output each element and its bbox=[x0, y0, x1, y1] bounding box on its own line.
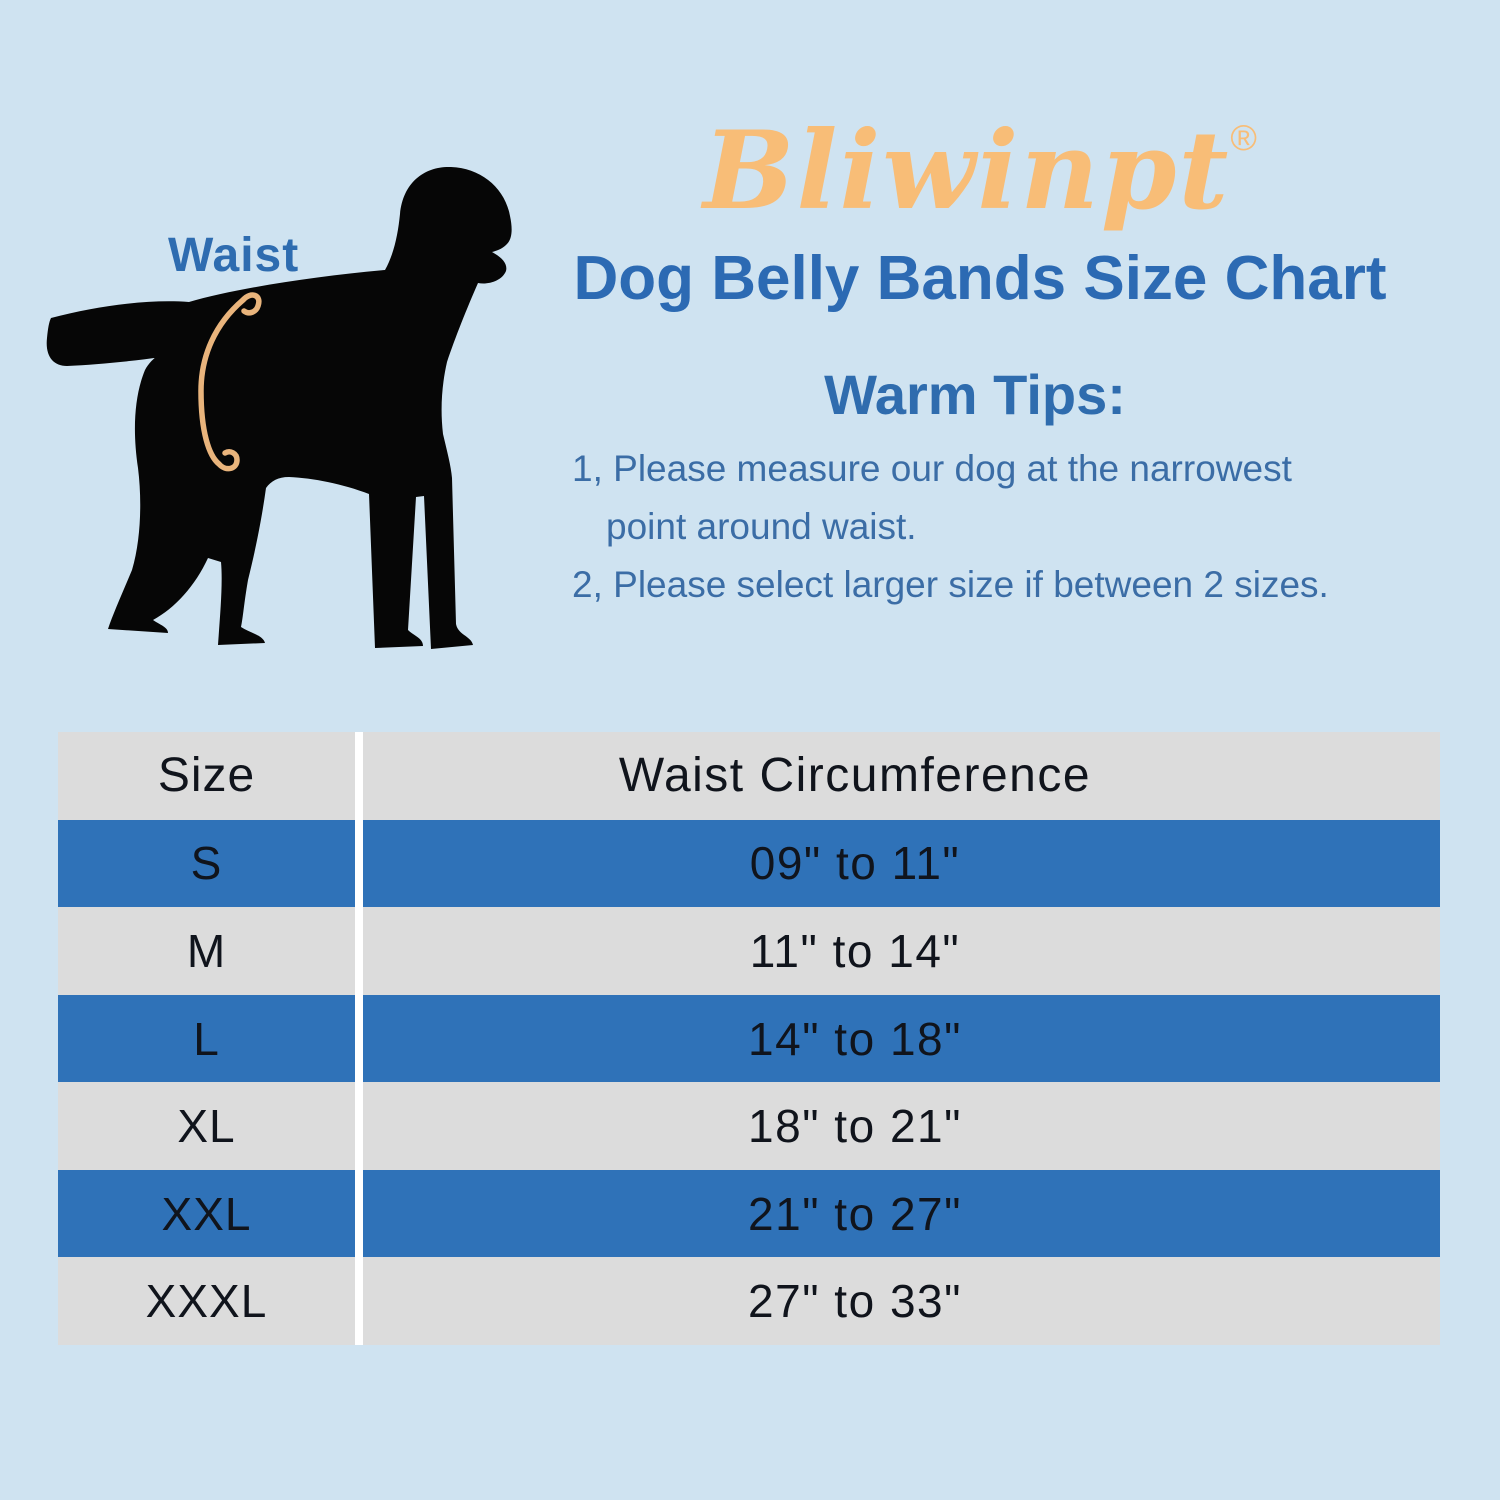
size-cell: XXL bbox=[58, 1169, 355, 1258]
table-row-xl: XL 18" to 21" bbox=[58, 1082, 1440, 1170]
waist-cell: 11" to 14" bbox=[363, 907, 1440, 995]
table-row-m: M 11" to 14" bbox=[58, 907, 1440, 995]
size-cell: L bbox=[58, 994, 355, 1083]
brand-name: Bliwinpt bbox=[703, 108, 1231, 234]
waist-cell: 21" to 27" bbox=[363, 1169, 1440, 1258]
size-cell: XL bbox=[58, 1082, 355, 1170]
dog-silhouette-icon bbox=[46, 166, 512, 649]
header-cell-size: Size bbox=[58, 732, 355, 820]
waist-cell: 18" to 21" bbox=[363, 1082, 1440, 1170]
waist-label: Waist bbox=[168, 229, 300, 282]
header-cell-waist: Waist Circumference bbox=[363, 732, 1440, 820]
page-title: Dog Belly Bands Size Chart bbox=[573, 244, 1387, 313]
tip-line-3: 2, Please select larger size if between … bbox=[572, 564, 1329, 605]
waist-cell: 27" to 33" bbox=[363, 1257, 1440, 1346]
size-cell: S bbox=[58, 819, 355, 908]
brand-logo: Bliwinpt® bbox=[540, 108, 1420, 234]
waist-measure-tape-icon bbox=[198, 292, 262, 472]
table-row-l: L 14" to 18" bbox=[58, 994, 1440, 1083]
size-table: Size Waist Circumference S 09" to 11" M … bbox=[58, 732, 1440, 1346]
waist-cell: 14" to 18" bbox=[363, 994, 1440, 1083]
column-divider bbox=[355, 1257, 363, 1346]
column-divider bbox=[355, 819, 363, 908]
table-row-xxxl: XXXL 27" to 33" bbox=[58, 1257, 1440, 1346]
waist-cell: 09" to 11" bbox=[363, 819, 1440, 908]
column-divider bbox=[355, 907, 363, 995]
table-header-row: Size Waist Circumference bbox=[58, 732, 1440, 820]
column-divider bbox=[355, 1169, 363, 1258]
column-divider bbox=[355, 732, 363, 820]
size-cell: XXXL bbox=[58, 1257, 355, 1346]
column-divider bbox=[355, 994, 363, 1083]
tip-line-2: point around waist. bbox=[606, 506, 917, 547]
tips-block: 1, Please measure our dog at the narrowe… bbox=[572, 440, 1452, 614]
registered-trademark-icon: ® bbox=[1230, 117, 1257, 158]
column-divider bbox=[355, 1082, 363, 1170]
size-cell: M bbox=[58, 907, 355, 995]
table-row-xxl: XXL 21" to 27" bbox=[58, 1169, 1440, 1258]
tips-heading: Warm Tips: bbox=[824, 363, 1126, 426]
table-row-s: S 09" to 11" bbox=[58, 819, 1440, 908]
tip-line-1: 1, Please measure our dog at the narrowe… bbox=[572, 448, 1292, 489]
